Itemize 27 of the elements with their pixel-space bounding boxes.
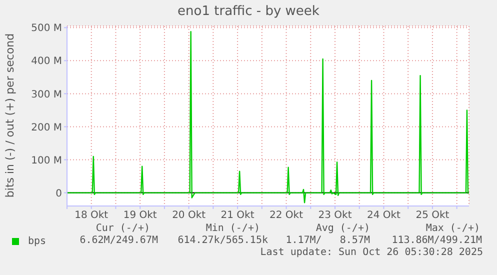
- y-tick-label: 200 M: [31, 122, 62, 134]
- x-tick-label: 19 Okt: [123, 210, 157, 222]
- text: 113.86M/499.21M: [390, 235, 482, 246]
- x-tick-label: 23 Okt: [318, 210, 352, 222]
- legend-label: bps: [27, 236, 46, 247]
- y-axis-title: bits in (-) / out (+) per second: [4, 32, 17, 198]
- text: Cur (-/+): [94, 223, 150, 234]
- y-tick-label: 500 M: [31, 23, 62, 34]
- x-tick-label: 24 Okt: [366, 210, 401, 222]
- text: 6.62M/249.67M: [78, 235, 158, 246]
- y-tick-label: 400 M: [31, 56, 62, 68]
- text: 614.27k/565.15k: [176, 235, 268, 246]
- x-tick-label: 20 Okt: [172, 210, 206, 222]
- y-tick-label: 100 M: [31, 155, 62, 166]
- text: Min (-/+): [204, 223, 260, 234]
- chart-title: eno1 traffic - by week: [176, 4, 320, 19]
- x-tick-label: 21 Okt: [220, 210, 254, 222]
- text: 1.17M/ 8.57M: [284, 235, 370, 246]
- y-tick-label: 0: [56, 188, 62, 200]
- line-series: [67, 31, 469, 204]
- x-tick-label: 25 Okt: [416, 210, 450, 222]
- text: Avg (-/+): [314, 223, 370, 234]
- text: Last update: Sun Oct 26 05:30:28 2025: [260, 247, 483, 258]
- x-tick-label: 22 Okt: [270, 210, 304, 222]
- text: Max (-/+): [424, 223, 480, 234]
- y-tick-label: 300 M: [31, 89, 62, 100]
- x-tick-label: 18 Okt: [74, 210, 108, 222]
